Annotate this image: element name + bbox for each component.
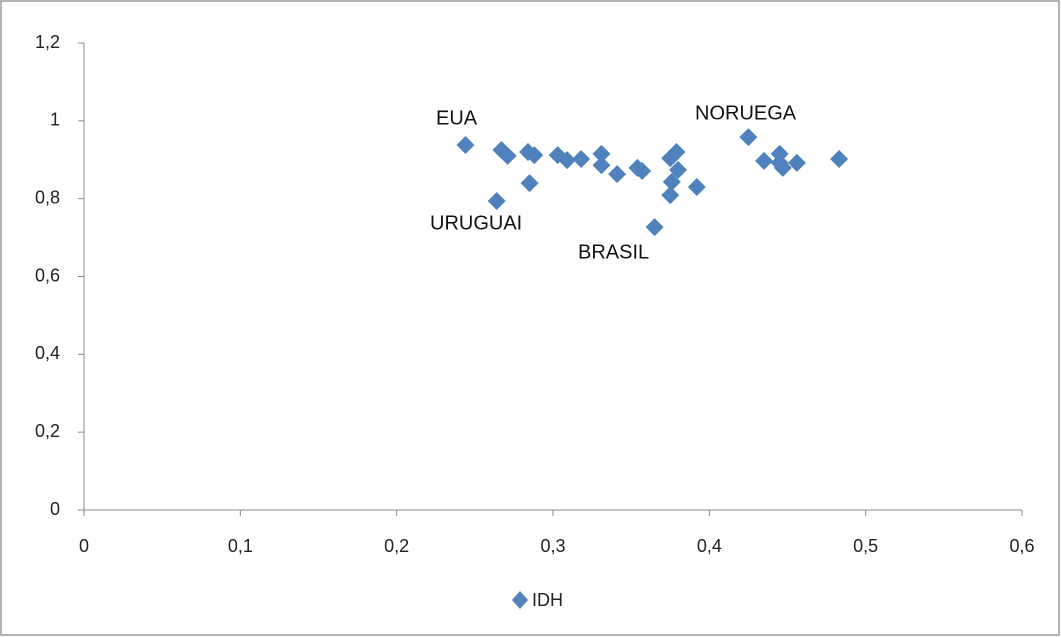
legend-label: IDH xyxy=(532,590,563,610)
scatter-point xyxy=(520,174,539,193)
scatter-point xyxy=(456,135,475,154)
scatter-point xyxy=(525,146,544,165)
y-tick-label: 0,6 xyxy=(35,265,60,285)
scatter-point xyxy=(662,172,681,191)
legend-marker xyxy=(512,591,528,609)
scatter-point xyxy=(592,156,611,175)
y-tick-label: 0,4 xyxy=(35,343,60,363)
y-tick-label: 0,2 xyxy=(35,421,60,441)
y-tick-label: 0 xyxy=(50,499,60,519)
scatter-point xyxy=(739,128,758,147)
scatter-point xyxy=(667,142,686,161)
scatter-point xyxy=(558,151,577,170)
scatter-point xyxy=(687,177,706,196)
y-tick-label: 1 xyxy=(50,110,60,130)
scatter-point xyxy=(498,146,517,165)
x-tick-label: 0,2 xyxy=(384,536,409,556)
x-tick-label: 0,5 xyxy=(853,536,878,556)
scatter-point xyxy=(633,162,652,181)
y-tick-label: 1,2 xyxy=(35,32,60,52)
x-tick-label: 0,1 xyxy=(228,536,253,556)
scatter-point xyxy=(661,186,680,205)
scatter-point xyxy=(592,144,611,163)
y-tick-label: 0,8 xyxy=(35,187,60,207)
annotation: BRASIL xyxy=(578,241,649,263)
scatter-point xyxy=(608,165,627,184)
x-tick-label: 0,4 xyxy=(697,536,722,556)
annotation: EUA xyxy=(436,107,478,129)
scatter-point xyxy=(755,151,774,170)
scatter-point xyxy=(787,153,806,172)
scatter-point xyxy=(669,160,688,179)
scatter-point xyxy=(830,149,849,168)
x-tick-label: 0,3 xyxy=(540,536,565,556)
scatter-point xyxy=(645,218,664,237)
scatter-point xyxy=(773,158,792,177)
scatter-point xyxy=(572,149,591,168)
annotation: URUGUAI xyxy=(430,212,522,234)
annotation: NORUEGA xyxy=(695,102,797,124)
scatter-point xyxy=(487,192,506,211)
x-tick-label: 0,6 xyxy=(1009,536,1034,556)
x-tick-label: 0 xyxy=(79,536,89,556)
